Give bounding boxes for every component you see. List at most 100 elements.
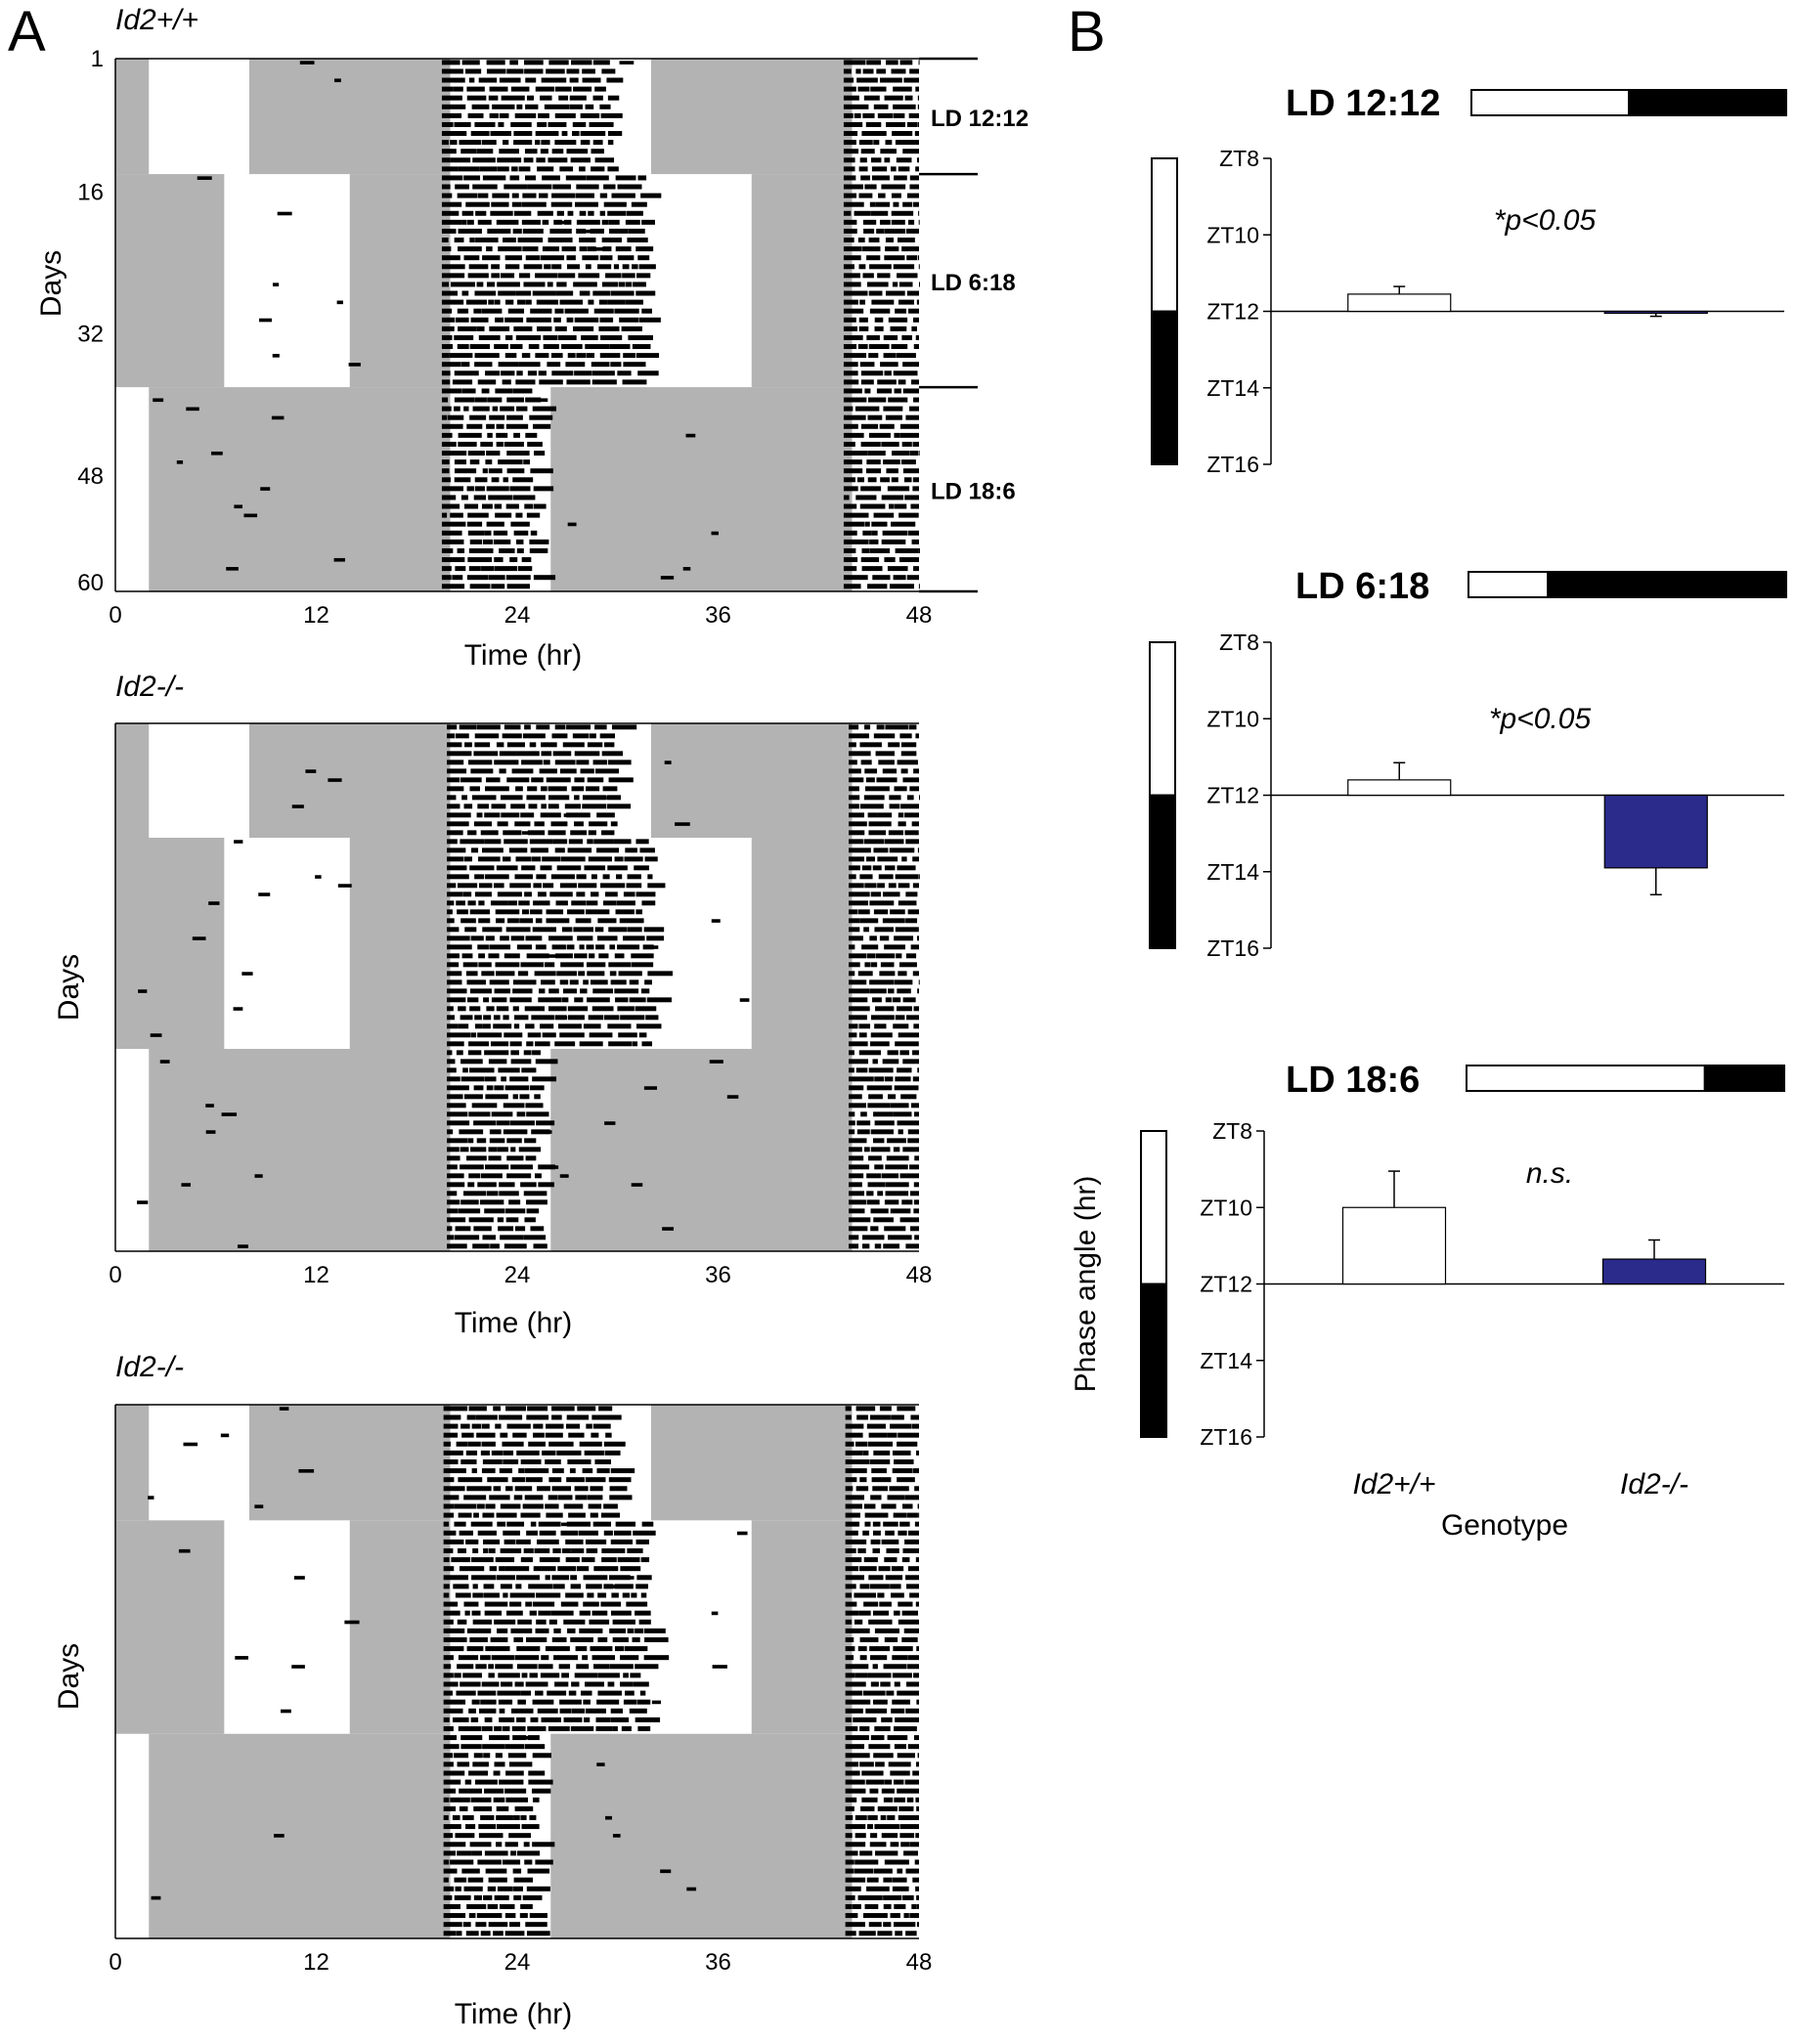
activity-bout <box>856 1414 868 1420</box>
activity-bout <box>869 547 891 553</box>
activity-bout <box>469 584 491 589</box>
activity-bout <box>496 1120 510 1126</box>
activity-bout <box>443 1913 466 1919</box>
activity-bout <box>541 751 552 757</box>
activity-bout <box>504 1032 523 1038</box>
activity-bout <box>635 290 656 296</box>
activity-bout <box>485 459 493 465</box>
activity-bout <box>917 121 919 127</box>
activity-bout <box>468 1111 491 1117</box>
activity-bout <box>869 539 879 544</box>
activity-bout <box>845 1931 856 1936</box>
activity-bout <box>870 1226 879 1232</box>
activity-bout <box>527 786 538 792</box>
activity-bout <box>466 997 479 1003</box>
activity-bout <box>635 892 656 897</box>
activity-bout <box>565 362 586 368</box>
activity-bout <box>517 1619 532 1625</box>
activity-bout <box>608 962 632 968</box>
activity-bout <box>566 1477 585 1483</box>
activity-bout <box>506 1155 524 1161</box>
activity-bout <box>881 1788 895 1794</box>
activity-bout <box>895 1931 903 1936</box>
activity-bout <box>891 344 908 350</box>
activity-bout <box>599 104 611 109</box>
activity-bout <box>916 299 919 305</box>
activity-bout <box>441 317 456 323</box>
activity-bout <box>895 140 919 146</box>
activity-bout <box>274 1834 285 1838</box>
activity-bout <box>863 927 869 933</box>
activity-bout <box>580 131 606 137</box>
activity-bout <box>892 131 913 137</box>
activity-bout <box>849 1138 867 1144</box>
activity-bout <box>482 1744 505 1750</box>
y-tick-label: ZT14 <box>1206 375 1259 401</box>
activity-bout <box>514 821 531 827</box>
activity-bout <box>344 1620 360 1625</box>
activity-bout <box>849 918 860 924</box>
activity-bout <box>912 883 919 889</box>
activity-bout <box>548 1495 558 1500</box>
activity-bout <box>467 1138 474 1144</box>
activity-bout <box>468 1708 476 1714</box>
activity-bout <box>862 219 877 225</box>
activity-bout <box>862 1243 870 1249</box>
activity-bout <box>539 1530 556 1536</box>
activity-bout <box>860 557 880 563</box>
activity-bout <box>620 1015 645 1021</box>
activity-bout <box>892 1450 911 1456</box>
activity-bout <box>523 264 543 270</box>
activity-bout <box>864 521 870 527</box>
activity-bout <box>881 1539 899 1544</box>
activity-bout <box>467 760 493 765</box>
activity-bout <box>536 299 559 305</box>
activity-bout <box>501 370 515 376</box>
activity-bout <box>918 264 920 270</box>
activity-bout <box>443 1770 465 1776</box>
activity-bout <box>551 1414 562 1420</box>
activity-bout <box>568 1690 577 1696</box>
activity-bout <box>607 299 626 305</box>
activity-bout <box>521 865 536 871</box>
activity-bout <box>917 988 919 994</box>
activity-bout <box>447 795 457 801</box>
activity-bout <box>605 1432 612 1438</box>
activity-bout <box>533 486 554 492</box>
activity-bout <box>849 874 856 880</box>
activity-bout <box>469 539 483 544</box>
activity-bout <box>441 290 459 296</box>
activity-bout <box>532 1601 555 1607</box>
activity-bout <box>441 344 453 350</box>
light-shade-0-24 <box>651 723 853 838</box>
activity-bout <box>595 1717 611 1722</box>
activity-bout <box>903 1628 919 1633</box>
activity-bout <box>539 768 557 774</box>
activity-bout <box>457 344 469 350</box>
activity-bout <box>869 1458 891 1464</box>
activity-bout <box>904 1779 919 1785</box>
activity-bout <box>870 1032 893 1038</box>
activity-bout <box>489 1138 505 1144</box>
activity-bout <box>476 326 485 331</box>
activity-bout <box>876 388 893 394</box>
activity-bout <box>460 777 482 783</box>
activity-bout <box>556 1450 582 1456</box>
activity-bout <box>845 1655 854 1661</box>
activity-bout <box>897 1067 912 1073</box>
activity-bout <box>150 1033 162 1037</box>
activity-bout <box>910 1414 919 1420</box>
activity-bout <box>647 874 653 880</box>
activity-bout <box>523 1842 530 1848</box>
activity-bout <box>869 1584 890 1589</box>
activity-bout <box>576 353 587 359</box>
activity-bout <box>487 1903 499 1909</box>
activity-bout <box>458 246 482 252</box>
activity-bout <box>464 742 472 748</box>
activity-bout <box>484 1610 503 1616</box>
activity-bout <box>586 1584 602 1589</box>
activity-bout <box>908 112 919 118</box>
activity-bout <box>545 1646 570 1652</box>
activity-bout <box>594 157 615 163</box>
activity-bout <box>476 724 501 730</box>
